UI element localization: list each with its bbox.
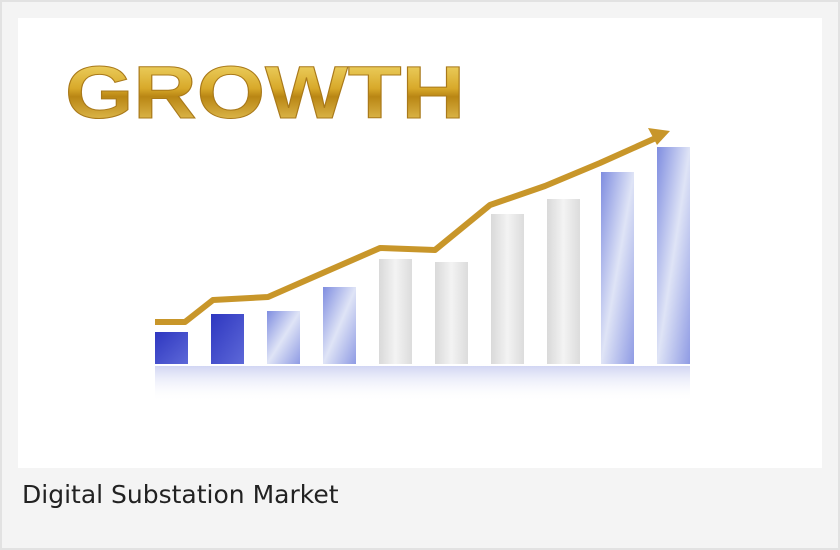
growth-arrow: [155, 134, 660, 325]
arrow-head: [648, 128, 670, 145]
illustration: GROWTH: [18, 18, 822, 468]
image-title: GROWTH: [65, 51, 465, 134]
bars: [155, 147, 690, 402]
caption: Digital Substation Market: [22, 480, 339, 509]
